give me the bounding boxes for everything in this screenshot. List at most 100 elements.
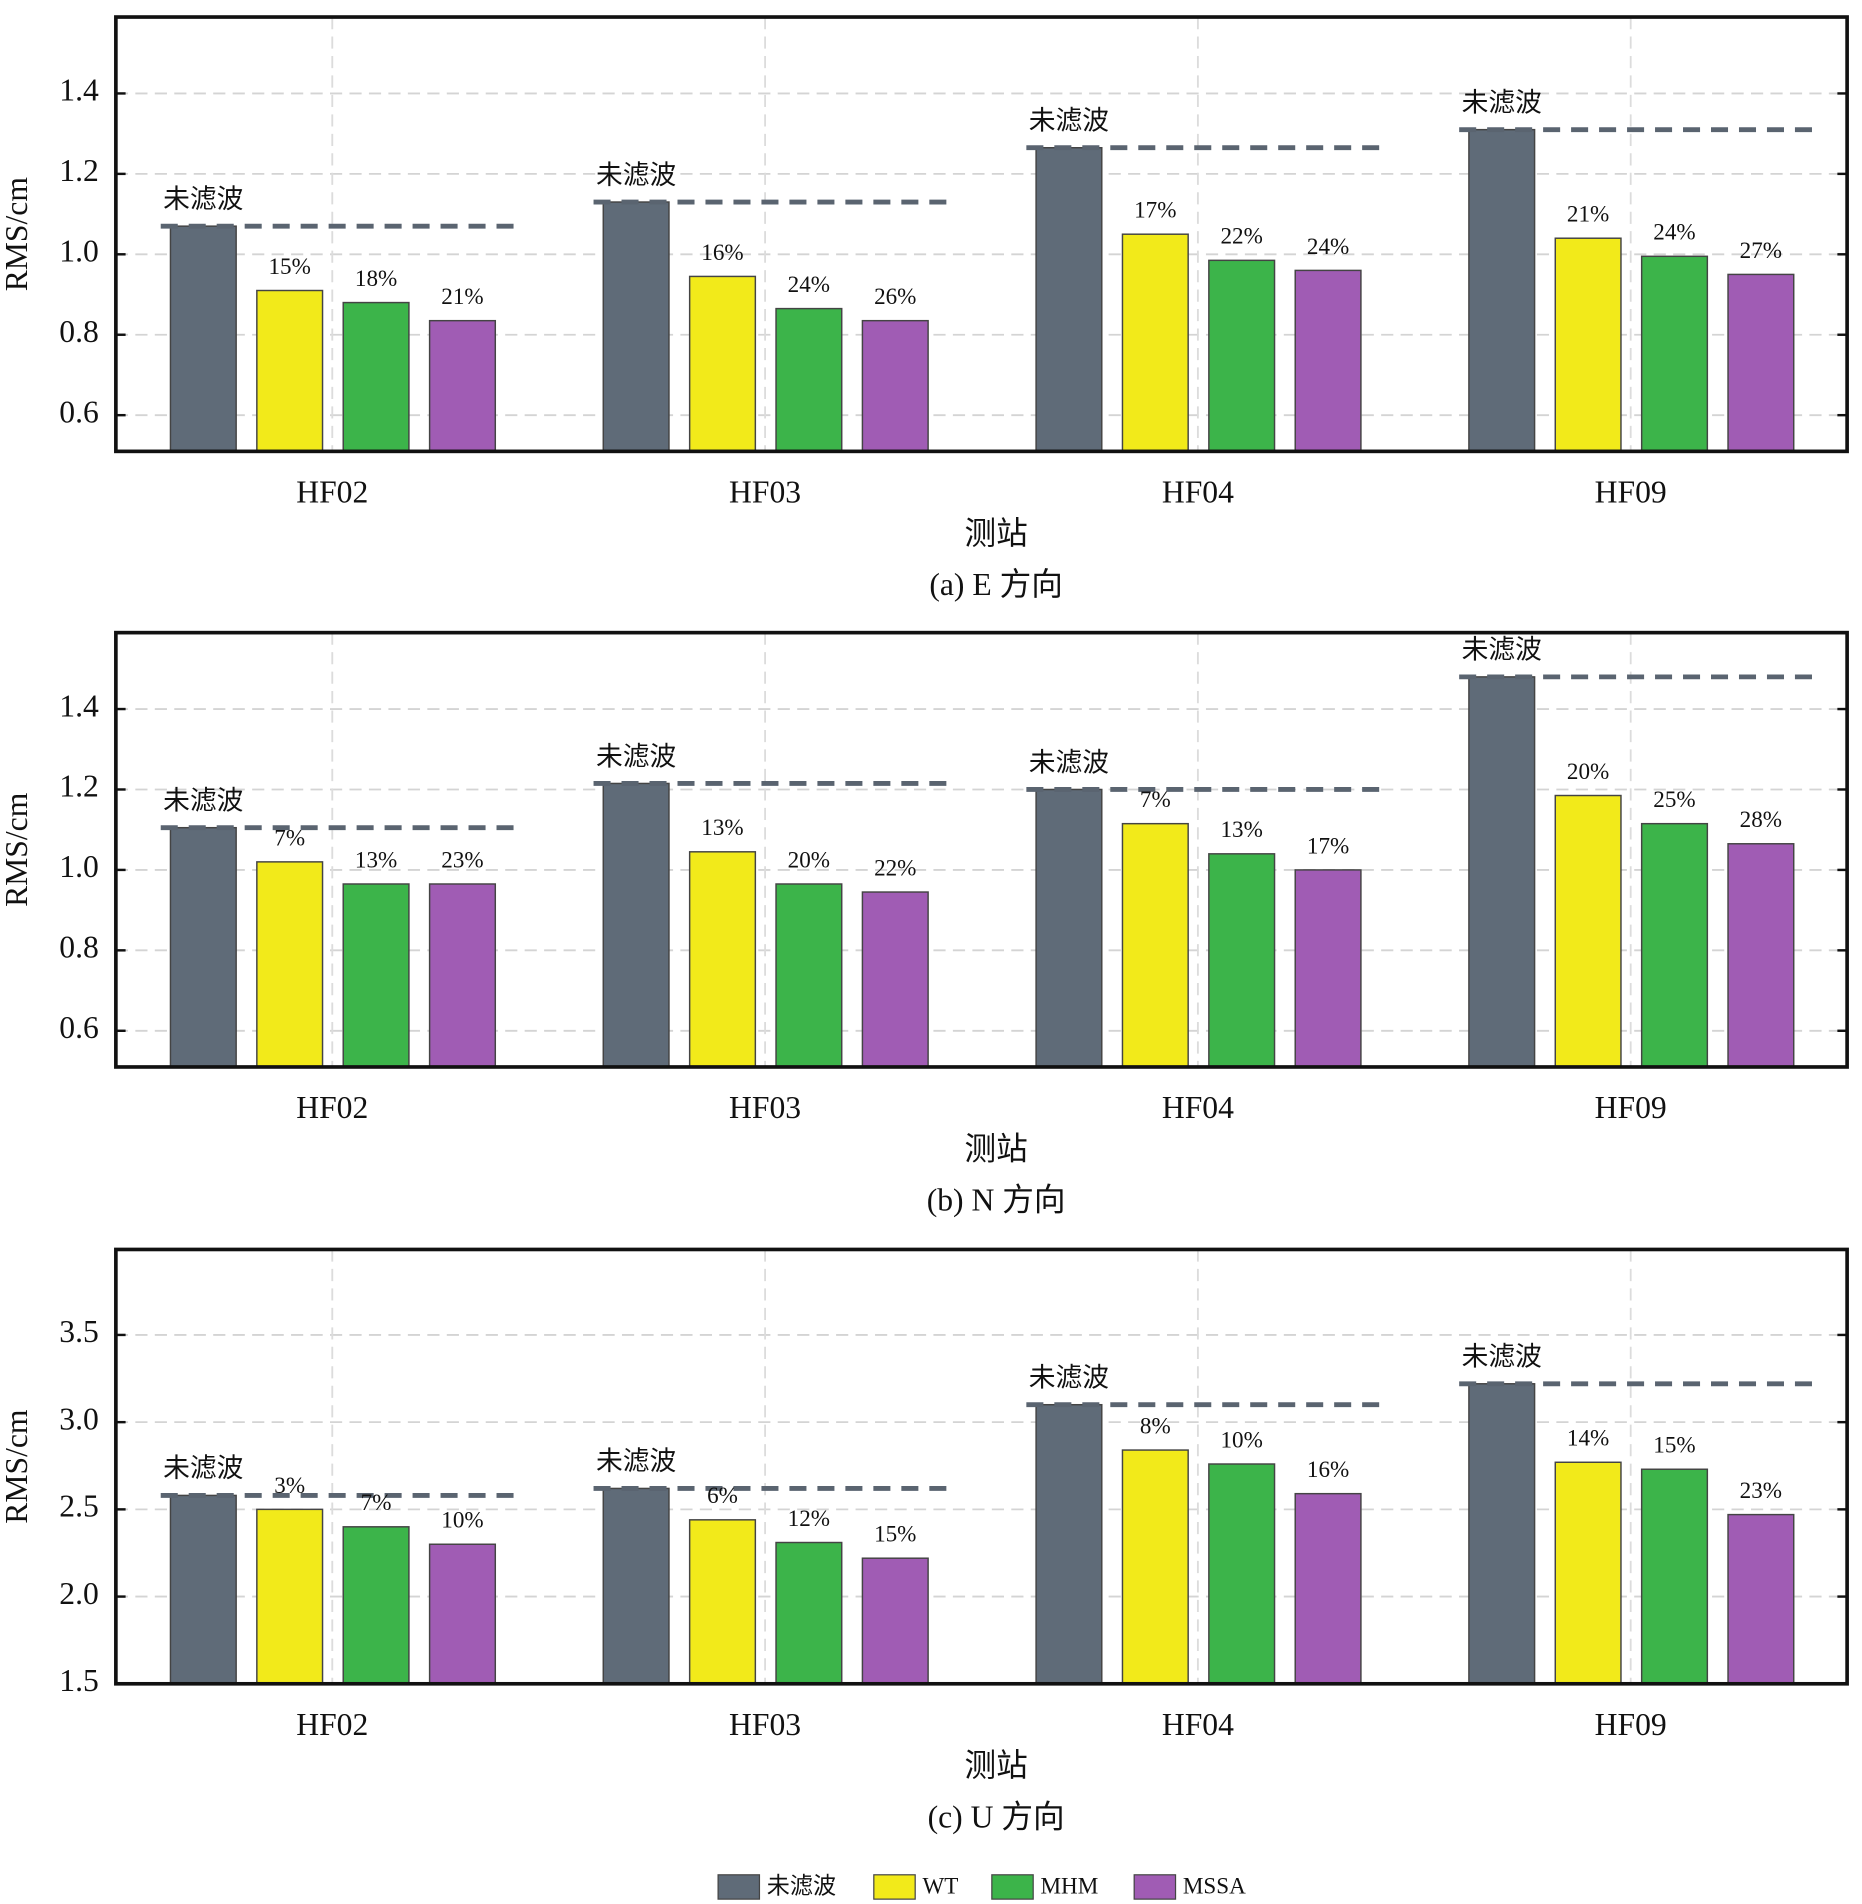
bar: [775, 1541, 843, 1685]
bar: [1294, 1492, 1362, 1685]
reduction-label: 22%: [874, 854, 916, 880]
bar: [1727, 1513, 1795, 1685]
bar: [169, 826, 237, 1068]
reduction-label: 7%: [1140, 786, 1171, 812]
bar: [256, 289, 324, 453]
y-axis-label: RMS/cm: [0, 1409, 34, 1524]
bar: [602, 782, 670, 1068]
reduction-label: 15%: [269, 253, 311, 279]
reduction-label: 7%: [361, 1489, 392, 1515]
bar: [1554, 1461, 1622, 1685]
reduction-label: 18%: [355, 265, 397, 291]
x-tick-label: HF04: [1162, 474, 1234, 509]
y-tick-label: 0.6: [59, 394, 99, 429]
bar: [1468, 676, 1536, 1068]
bar: [1294, 269, 1362, 453]
reduction-label: 6%: [707, 1482, 738, 1508]
y-tick-label: 1.0: [59, 234, 99, 269]
baseline-label: 未滤波: [163, 1453, 243, 1483]
y-tick-label: 0.8: [59, 314, 99, 349]
baseline-label: 未滤波: [1029, 106, 1109, 136]
baseline-label: 未滤波: [163, 785, 243, 815]
bar: [1468, 1383, 1536, 1685]
chart-title: (b) N 方向: [927, 1182, 1066, 1217]
bar: [1554, 237, 1622, 453]
bar: [428, 883, 497, 1068]
reduction-label: 21%: [441, 283, 483, 309]
y-axis-label: RMS/cm: [0, 177, 34, 292]
y-tick-label: 1.2: [59, 153, 99, 188]
chart-title: (c) U 方向: [928, 1799, 1065, 1834]
reduction-label: 8%: [1140, 1412, 1171, 1438]
bar: [1121, 822, 1189, 1068]
reduction-label: 23%: [441, 846, 483, 872]
bar: [602, 201, 670, 453]
legend-label: 未滤波: [767, 1872, 836, 1898]
y-tick-label: 1.0: [59, 849, 99, 884]
bar: [1294, 869, 1362, 1068]
x-tick-label: HF03: [729, 474, 801, 509]
bar: [1208, 1463, 1276, 1685]
bar: [775, 883, 843, 1068]
reduction-label: 23%: [1740, 1477, 1782, 1503]
y-tick-label: 0.6: [59, 1010, 99, 1045]
reduction-label: 13%: [1221, 816, 1263, 842]
x-tick-label: HF04: [1162, 1707, 1234, 1742]
reduction-label: 27%: [1740, 237, 1782, 263]
x-axis-label: 测站: [964, 516, 1027, 551]
baseline-label: 未滤波: [1462, 87, 1542, 117]
bar: [688, 1519, 757, 1685]
plot-frame: [114, 15, 1849, 454]
y-tick-label: 0.8: [59, 930, 99, 965]
bar: [1121, 233, 1189, 453]
bar: [428, 1543, 497, 1685]
y-axis-label: RMS/cm: [0, 792, 34, 907]
y-tick-label: 2.5: [59, 1489, 99, 1524]
baseline-label: 未滤波: [1462, 1342, 1542, 1372]
bar: [428, 319, 497, 453]
bar: [1468, 128, 1536, 453]
reduction-label: 26%: [874, 283, 916, 309]
reduction-label: 22%: [1221, 223, 1263, 249]
bar: [1640, 1468, 1709, 1685]
y-tick-label: 1.4: [59, 73, 99, 108]
x-tick-label: HF03: [729, 1707, 801, 1742]
x-tick-label: HF09: [1595, 1707, 1667, 1742]
reduction-label: 13%: [355, 846, 397, 872]
x-axis-label: 测站: [964, 1131, 1027, 1166]
legend-swatch: [717, 1874, 761, 1900]
plot-frame: [114, 1247, 1849, 1686]
bar: [1121, 1449, 1189, 1685]
x-tick-label: HF02: [296, 1707, 368, 1742]
x-axis-label: 测站: [964, 1748, 1027, 1783]
legend-swatch: [873, 1874, 916, 1900]
x-tick-label: HF02: [296, 1090, 368, 1125]
bar: [342, 301, 410, 453]
y-tick-label: 3.0: [59, 1401, 99, 1436]
reduction-label: 12%: [788, 1505, 830, 1531]
x-tick-label: HF09: [1595, 1090, 1667, 1125]
bar: [1640, 822, 1709, 1068]
bar: [861, 891, 929, 1068]
bar: [342, 883, 410, 1068]
y-tick-label: 2.0: [59, 1576, 99, 1611]
reduction-label: 24%: [1307, 233, 1349, 259]
reduction-label: 10%: [1221, 1426, 1263, 1452]
baseline-label: 未滤波: [596, 1446, 676, 1476]
bar: [1727, 273, 1795, 453]
legend-swatch: [1133, 1874, 1177, 1900]
reduction-label: 28%: [1740, 806, 1782, 832]
legend-label: WT: [922, 1872, 958, 1898]
reduction-label: 16%: [1307, 1456, 1349, 1482]
bar: [1640, 255, 1709, 453]
plot-frame: [114, 630, 1849, 1069]
reduction-label: 13%: [701, 814, 743, 840]
baseline-label: 未滤波: [163, 184, 243, 214]
reduction-label: 21%: [1567, 201, 1609, 227]
bar: [1035, 788, 1103, 1068]
bar: [1035, 147, 1103, 453]
reduction-label: 15%: [874, 1521, 916, 1547]
